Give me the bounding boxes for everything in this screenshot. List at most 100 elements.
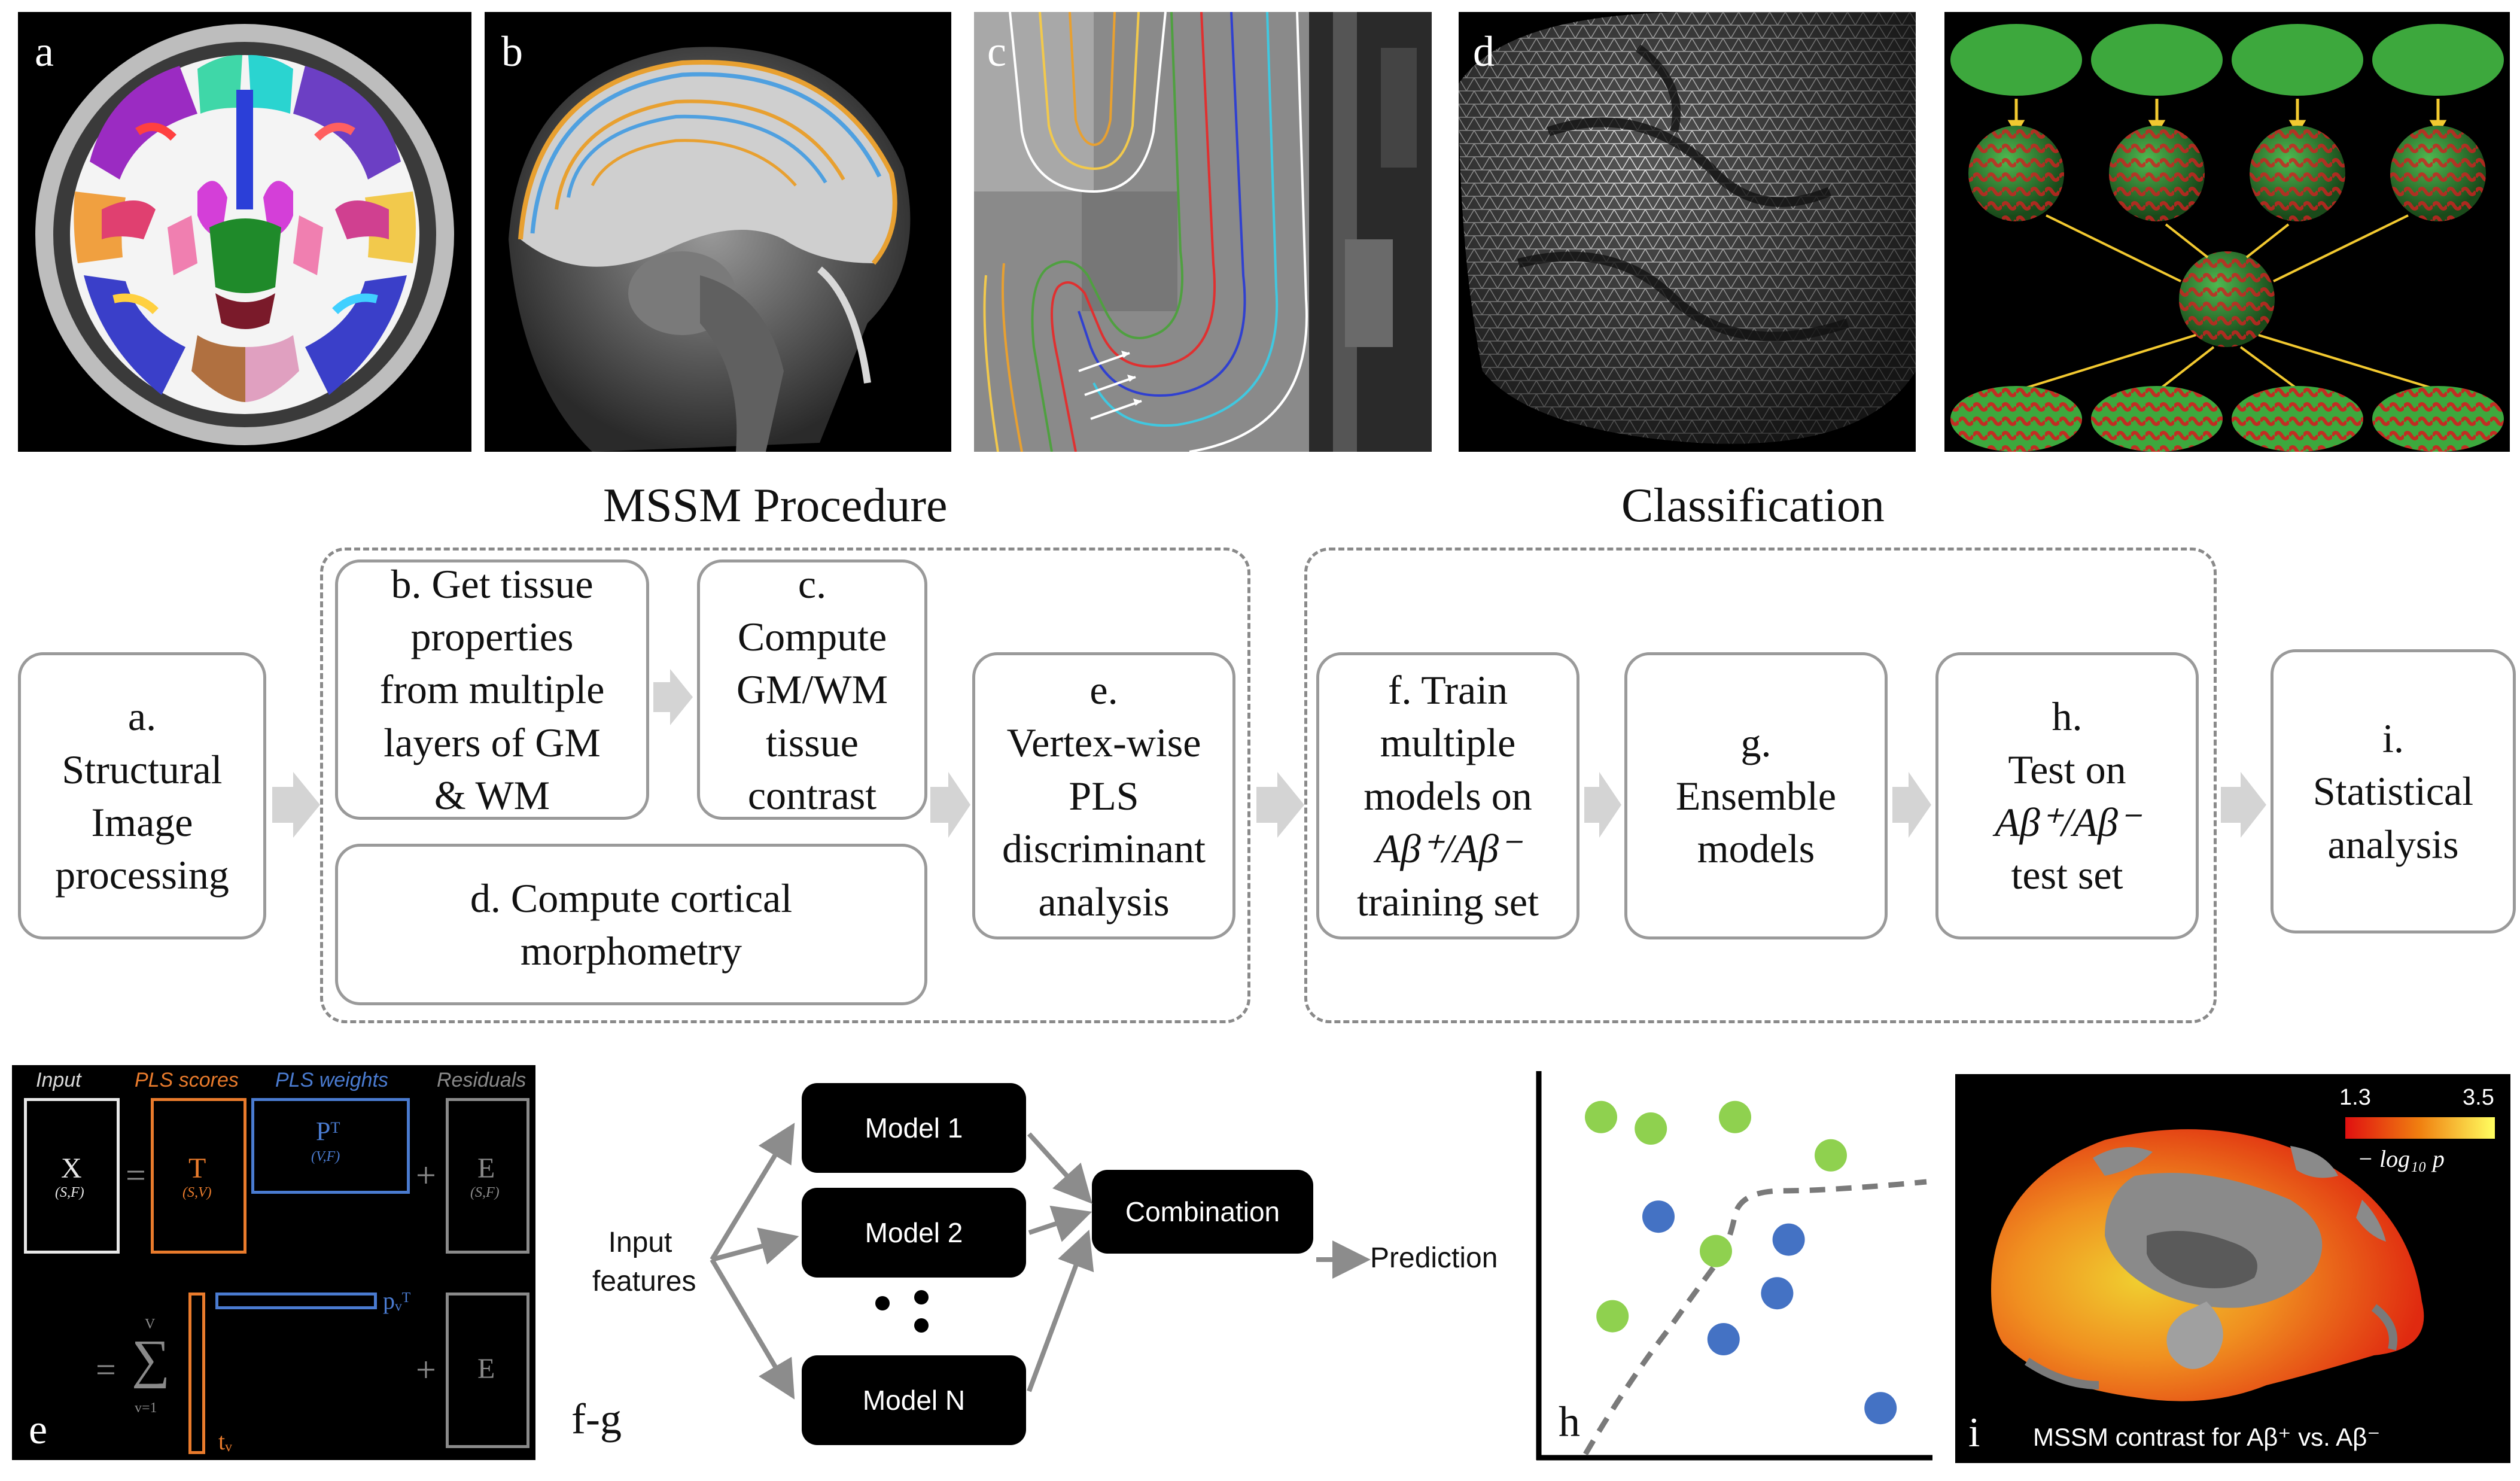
step-a-line1: a. [127, 694, 157, 740]
combination-box: Combination [1092, 1170, 1313, 1254]
pls-p-dim: (V,F) [311, 1149, 340, 1164]
step-e-line4: discriminant [1002, 826, 1206, 872]
pls-x-symbol: X [61, 1152, 82, 1184]
arrow-input-modeln [710, 1258, 795, 1400]
pls-weights-label: PLS weights [275, 1069, 388, 1091]
panel-d-surface-mesh-image [1459, 12, 1916, 452]
scatter-point-green-2 [1635, 1112, 1667, 1145]
panel-a-label: a [35, 28, 54, 75]
scatter-point-green-1 [1585, 1100, 1617, 1133]
classification-title: Classification [1621, 479, 1885, 532]
scatter-point-green-5 [1700, 1234, 1732, 1267]
pls-plus-1: + [416, 1155, 436, 1195]
arrow-f-to-g [1584, 772, 1621, 838]
step-b-line5: & WM [434, 773, 550, 819]
pls-e-symbol: E [477, 1152, 495, 1184]
model-1-box: Model 1 [802, 1083, 1026, 1173]
step-e-box: e. Vertex-wise PLS discriminant analysis [972, 652, 1235, 939]
step-f-line3: models on [1364, 773, 1532, 819]
panel-c-cortical-layers-image [974, 12, 1432, 452]
panel-a-segmentation-image [18, 12, 471, 452]
mssm-group-frame [320, 548, 1250, 1023]
step-b-line1: b. Get tissue [391, 561, 594, 607]
arrow-g-to-h [1892, 772, 1931, 838]
pls-pv-vector [215, 1293, 377, 1309]
arrow-model1-combination [1027, 1132, 1092, 1204]
panel-i-label: i [1968, 1410, 1980, 1456]
panel-i-brain-map: 1.3 3.5 − log₁₀ p i MSSM contrast for Aβ… [1955, 1074, 2510, 1463]
step-i-line1: i. [2382, 715, 2404, 761]
step-i-box: i. Statistical analysis [2271, 649, 2516, 933]
scatter-point-green-3 [1719, 1100, 1751, 1133]
ellipsis-dot-3 [914, 1318, 929, 1333]
pls-input-label: Input [36, 1069, 81, 1091]
step-b-line4: layers of GM [384, 719, 601, 765]
pls-x-matrix [24, 1098, 120, 1254]
step-f-line1: f. Train [1387, 667, 1508, 713]
step-f-box: f. Train multiple models on Aβ⁺/Aβ⁻ trai… [1316, 652, 1579, 939]
step-g-line3: models [1697, 826, 1815, 872]
step-c-line2: Compute [737, 613, 887, 659]
panel-e-pls-decomposition: Input PLS scores PLS weights Residuals X… [12, 1065, 535, 1460]
step-g-line2: Ensemble [1675, 773, 1837, 819]
step-e-line2: Vertex-wise [1006, 720, 1201, 766]
pls-sum-symbol: ∑ [132, 1330, 171, 1389]
step-b-line3: from multiple [379, 667, 605, 713]
pls-plus-2: + [416, 1350, 436, 1389]
step-f-line4: Aβ⁺/Aβ⁻ [1375, 826, 1520, 872]
colorbar-title: − log₁₀ p [2357, 1145, 2445, 1172]
pls-e-matrix [446, 1098, 529, 1254]
pls-t-dim: (S,V) [182, 1185, 212, 1200]
step-d-box: d. Compute cortical morphometry [335, 844, 927, 1005]
panel-c-label: c [987, 28, 1006, 75]
step-g-line1: g. [1740, 720, 1772, 766]
arrow-modeln-combination [1027, 1230, 1094, 1392]
model-n-box: Model N [802, 1355, 1026, 1445]
pls-t-matrix [151, 1098, 246, 1254]
mssm-procedure-title: MSSM Procedure [603, 479, 948, 532]
scatter-point-blue-2 [1772, 1223, 1805, 1256]
step-c-line4: tissue [766, 719, 859, 765]
pls-tv-vector [188, 1293, 205, 1454]
step-b-box: b. Get tissue properties from multiple l… [335, 559, 649, 820]
model-2-box: Model 2 [802, 1188, 1026, 1278]
step-h-box: h. Test on Aβ⁺/Aβ⁻ test set [1935, 652, 2199, 939]
step-i-line2: Statistical [2312, 768, 2474, 814]
scatter-point-green-6 [1596, 1300, 1629, 1333]
pls-e2-symbol: E [477, 1353, 495, 1385]
step-h-line4: test set [2011, 852, 2123, 898]
pls-sum-bottom: v=1 [135, 1400, 157, 1416]
step-c-box: c. Compute GM/WM tissue contrast [697, 559, 927, 820]
arrow-a-to-b [272, 772, 320, 838]
panel-b-label: b [501, 28, 523, 75]
ellipsis-dot-2 [914, 1290, 929, 1304]
arrow-input-model2 [711, 1227, 799, 1265]
step-i-line3: analysis [2327, 821, 2459, 867]
pls-equals-1: = [126, 1155, 146, 1195]
panel-h-label: h [1559, 1398, 1580, 1446]
scatter-point-green-4 [1815, 1139, 1847, 1172]
pls-pv-label: pᵥᵀ [383, 1287, 411, 1314]
colorbar [2345, 1117, 2495, 1139]
step-d-line2: morphometry [520, 928, 742, 974]
step-e-line5: analysis [1038, 878, 1170, 925]
arrow-b-to-c [653, 669, 693, 725]
panel-h-scatter-chart [1536, 1071, 1932, 1461]
colorbar-min-label: 1.3 [2339, 1085, 2371, 1110]
step-h-line2: Test on [2008, 746, 2126, 792]
step-h-line1: h. [2052, 694, 2083, 740]
step-a-line4: processing [55, 852, 229, 898]
step-c-line5: contrast [747, 773, 877, 819]
ensemble-input-line2: features [592, 1265, 696, 1297]
scatter-point-blue-4 [1707, 1323, 1740, 1355]
step-a-box: a. Structural Image processing [18, 652, 266, 939]
decision-boundary [1583, 1179, 1927, 1456]
panel-registration-spheres-image [1944, 12, 2510, 452]
panel-e-label: e [29, 1407, 48, 1453]
arrow-model2-combination [1028, 1205, 1092, 1242]
panel-b-sagittal-mri-image [485, 12, 951, 452]
step-c-line3: GM/WM [736, 667, 888, 713]
step-e-line1: e. [1089, 667, 1118, 713]
